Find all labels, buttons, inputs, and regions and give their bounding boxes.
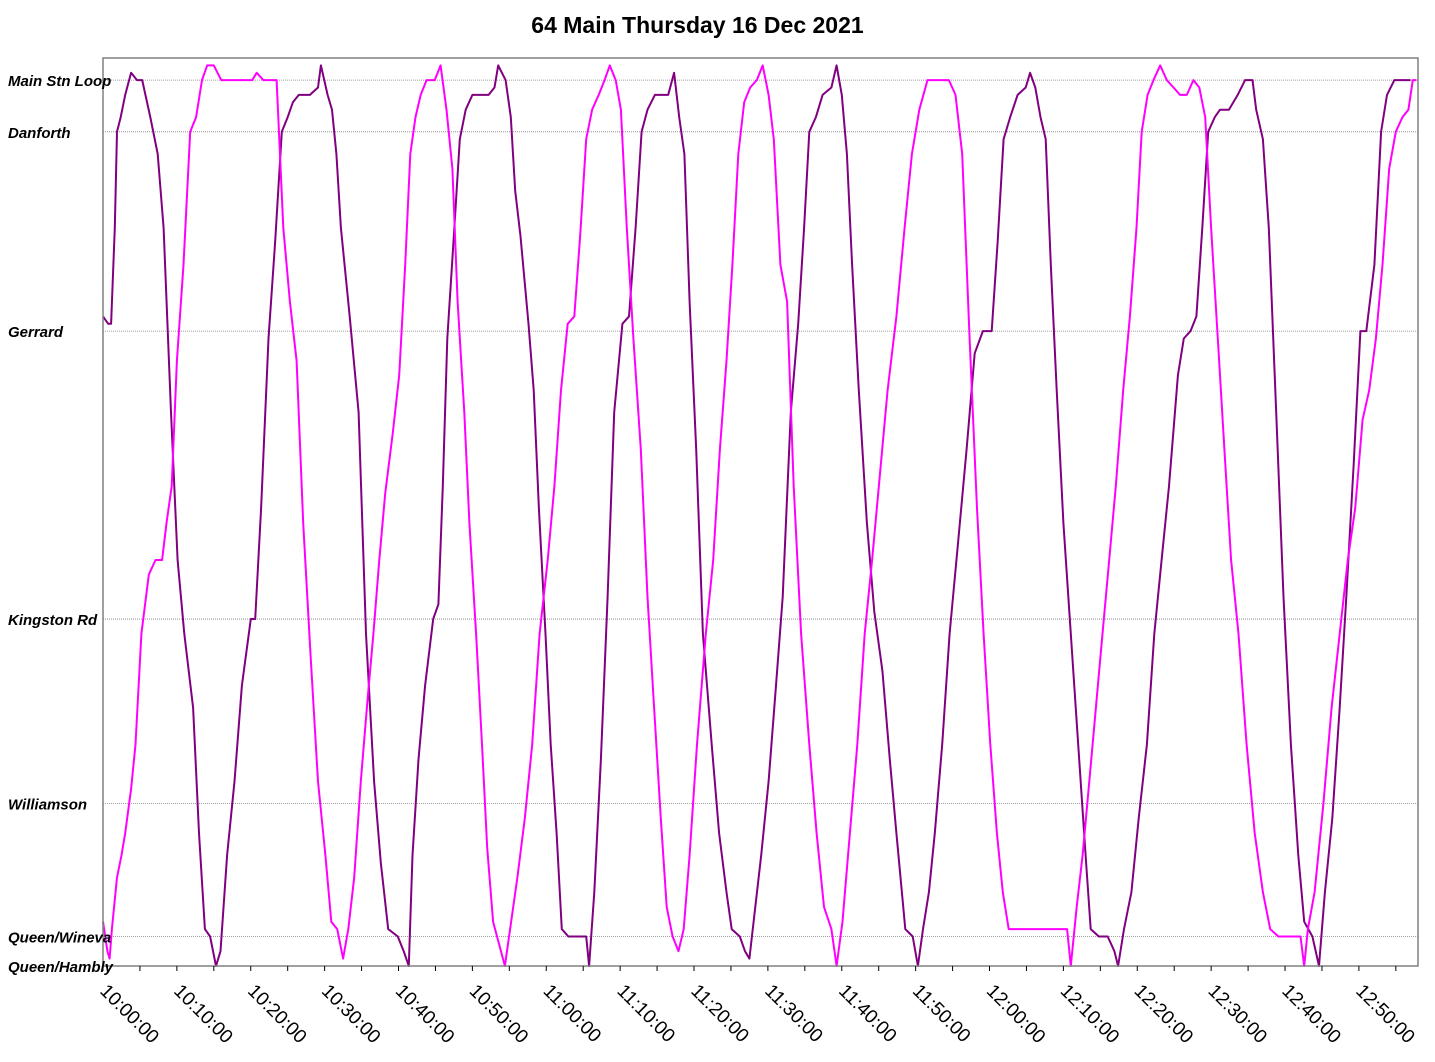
x-tick-label: 11:50:00 bbox=[908, 981, 974, 1047]
plot-frame bbox=[102, 57, 1419, 967]
x-tick-label: 11:40:00 bbox=[834, 981, 900, 1047]
stop-label: Kingston Rd bbox=[8, 612, 98, 629]
chart-title: 64 Main Thursday 16 Dec 2021 bbox=[531, 12, 864, 38]
x-tick-label: 11:10:00 bbox=[613, 981, 679, 1047]
x-tick-label: 11:00:00 bbox=[539, 981, 605, 1047]
stop-label: Main Stn Loop bbox=[8, 73, 111, 90]
x-tick-label: 10:20:00 bbox=[243, 981, 310, 1048]
x-tick-label: 11:30:00 bbox=[760, 981, 826, 1047]
x-tick-label: 10:30:00 bbox=[317, 981, 384, 1048]
stop-label: Queen/Wineva bbox=[8, 929, 111, 946]
x-tick-label: 11:20:00 bbox=[686, 981, 752, 1047]
stop-label: Danforth bbox=[8, 125, 71, 142]
axis-layer bbox=[102, 966, 1397, 971]
stop-label: Gerrard bbox=[8, 324, 64, 341]
x-tick-label: 12:30:00 bbox=[1204, 981, 1271, 1048]
x-tick-label: 12:40:00 bbox=[1277, 981, 1344, 1048]
x-tick-label: 12:10:00 bbox=[1056, 981, 1123, 1048]
x-tick-label: 12:50:00 bbox=[1351, 981, 1418, 1048]
x-tick-label: 10:10:00 bbox=[169, 981, 236, 1048]
x-tick-label: 10:40:00 bbox=[391, 981, 458, 1048]
grid-layer bbox=[103, 79, 1418, 937]
x-tick-label: 10:50:00 bbox=[465, 981, 532, 1048]
series-layer bbox=[102, 64, 1417, 967]
series-line-2 bbox=[102, 64, 1417, 967]
stop-label: Queen/Hambly bbox=[8, 959, 114, 976]
x-tick-label: 12:20:00 bbox=[1130, 981, 1197, 1048]
x-tick-label: 10:00:00 bbox=[95, 981, 162, 1048]
x-tick-label: 12:00:00 bbox=[982, 981, 1049, 1048]
series-line-1 bbox=[102, 64, 1411, 967]
stop-label: Williamson bbox=[8, 797, 87, 814]
